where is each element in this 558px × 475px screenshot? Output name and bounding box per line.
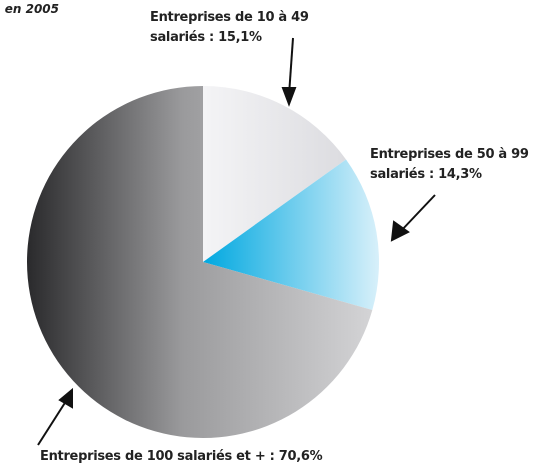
arrows: [37, 37, 436, 446]
slice-label: Entreprises de 10 à 49 salariés : 15,1%: [150, 10, 309, 45]
pie-slice: [203, 86, 347, 262]
slice-label: Entreprises de 100 salariés et + : 70,6%: [40, 449, 323, 464]
chart-title: , en 2005: [0, 2, 59, 16]
pie-slice: [27, 86, 373, 438]
pie-slice: [203, 159, 380, 311]
slice-label: Entreprises de 50 à 99 salariés : 14,3%: [370, 147, 529, 182]
